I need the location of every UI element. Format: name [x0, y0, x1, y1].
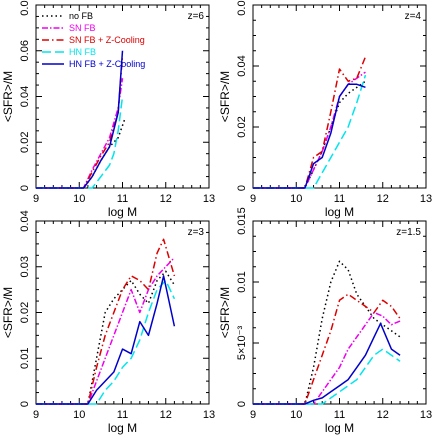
x-axis-label: log M [108, 421, 137, 435]
series-line-sn-fb [253, 71, 366, 189]
panel-3: 9 10 11 12 13 0 0.01 0.02 0.03 0.04 log M <SFR>/M z=… [1, 210, 215, 435]
series-line-sn-fb-z-cooling [253, 293, 401, 405]
redshift-label: z=3 [188, 227, 205, 238]
x-tick-label: 11 [117, 409, 128, 421]
y-axis-label: <SFR>/M [1, 71, 15, 122]
y-tick-label: 0 [19, 185, 31, 191]
x-tick-label: 12 [160, 409, 172, 421]
series-line-no-fb [253, 260, 401, 405]
y-tick-label: 5×10⁻³ [236, 326, 248, 361]
x-tick-label: 9 [250, 193, 256, 205]
series-line-hn-fb [36, 279, 176, 405]
y-tick-label: 0.02 [19, 132, 31, 153]
x-tick-label: 13 [420, 193, 432, 205]
legend-entry: SN FB [69, 23, 96, 33]
series-line-sn-fb [253, 311, 401, 405]
x-axis-label: log M [325, 205, 354, 219]
panel-1: 9 10 11 12 13 0 0.02 0.04 0.06 0.08 log M <SFR>/M z=… [1, 0, 215, 219]
series-line-hn-fb [253, 74, 367, 189]
series-line-hn-fb-z-cooling [36, 275, 176, 405]
redshift-label: z=1.5 [396, 227, 421, 238]
panel-4: 9 10 11 12 13 0 5×10⁻³ 0.01 0.015 log M <SFR>/M z=1… [218, 207, 432, 435]
y-tick-label: 0.04 [236, 55, 248, 76]
y-tick-label: 0 [19, 401, 31, 407]
plot-frame [252, 220, 427, 405]
y-tick-label: 0.02 [19, 302, 31, 323]
x-tick-label: 12 [377, 409, 389, 421]
y-axis-label: <SFR>/M [218, 71, 232, 122]
y-tick-label: 0.03 [19, 256, 31, 277]
redshift-label: z=4 [405, 11, 422, 22]
x-tick-label: 9 [33, 409, 39, 421]
series-line-hn-fb-z-cooling [253, 83, 366, 189]
x-tick-label: 12 [160, 193, 172, 205]
legend-entry: no FB [69, 11, 93, 21]
series-line-sn-fb-z-cooling [36, 55, 124, 189]
x-axis-label: log M [108, 205, 137, 219]
series-line-no-fb [36, 270, 176, 405]
y-tick-label: 0 [236, 401, 248, 407]
y-tick-label: 0.06 [236, 0, 248, 16]
series-line-sn-fb [36, 257, 175, 405]
y-axis-label: <SFR>/M [1, 287, 15, 338]
panel-2: 9 10 11 12 13 0 0.02 0.04 0.06 log M <SFR>/M z=4 [218, 0, 432, 219]
y-tick-label: 0.06 [19, 40, 31, 61]
plot-frame [35, 4, 210, 189]
legend-entry: SN FB + Z-Cooling [69, 35, 145, 45]
x-axis-label: log M [325, 421, 354, 435]
series-line-no-fb [36, 119, 126, 189]
y-tick-label: 0.02 [236, 116, 248, 137]
x-tick-label: 10 [73, 193, 85, 205]
y-tick-label: 0.04 [19, 210, 31, 231]
x-tick-label: 13 [203, 409, 215, 421]
x-tick-label: 9 [33, 193, 39, 205]
series-line-hn-fb-z-cooling [36, 50, 124, 189]
series-line-sn-fb-z-cooling [253, 56, 367, 189]
x-tick-label: 13 [203, 193, 215, 205]
series-line-sn-fb-z-cooling [36, 238, 176, 405]
y-tick-label: 0.04 [19, 86, 31, 107]
x-tick-label: 10 [290, 193, 302, 205]
series-line-sn-fb [36, 78, 124, 189]
x-tick-label: 11 [334, 409, 345, 421]
series-line-hn-fb [253, 348, 401, 405]
y-tick-label: 0.015 [236, 207, 248, 235]
legend: no FB SN FB SN FB + Z-Cooling HN FB HN FB + … [42, 11, 145, 69]
series-line-hn-fb [36, 96, 124, 189]
x-tick-label: 9 [250, 409, 256, 421]
series-line-hn-fb-z-cooling [253, 322, 401, 405]
redshift-label: z=6 [188, 11, 205, 22]
x-tick-label: 13 [420, 409, 432, 421]
y-tick-label: 0.08 [19, 0, 31, 16]
x-tick-label: 11 [117, 193, 128, 205]
y-tick-label: 0.01 [236, 271, 248, 292]
y-axis-label: <SFR>/M [218, 287, 232, 338]
y-tick-label: 0.01 [19, 348, 31, 369]
legend-entry: HN FB + Z-Cooling [69, 59, 145, 69]
x-tick-label: 10 [73, 409, 85, 421]
x-tick-label: 10 [290, 409, 302, 421]
x-tick-label: 11 [334, 193, 345, 205]
y-tick-label: 0 [236, 185, 248, 191]
x-tick-label: 12 [377, 193, 389, 205]
legend-entry: HN FB [69, 47, 96, 57]
